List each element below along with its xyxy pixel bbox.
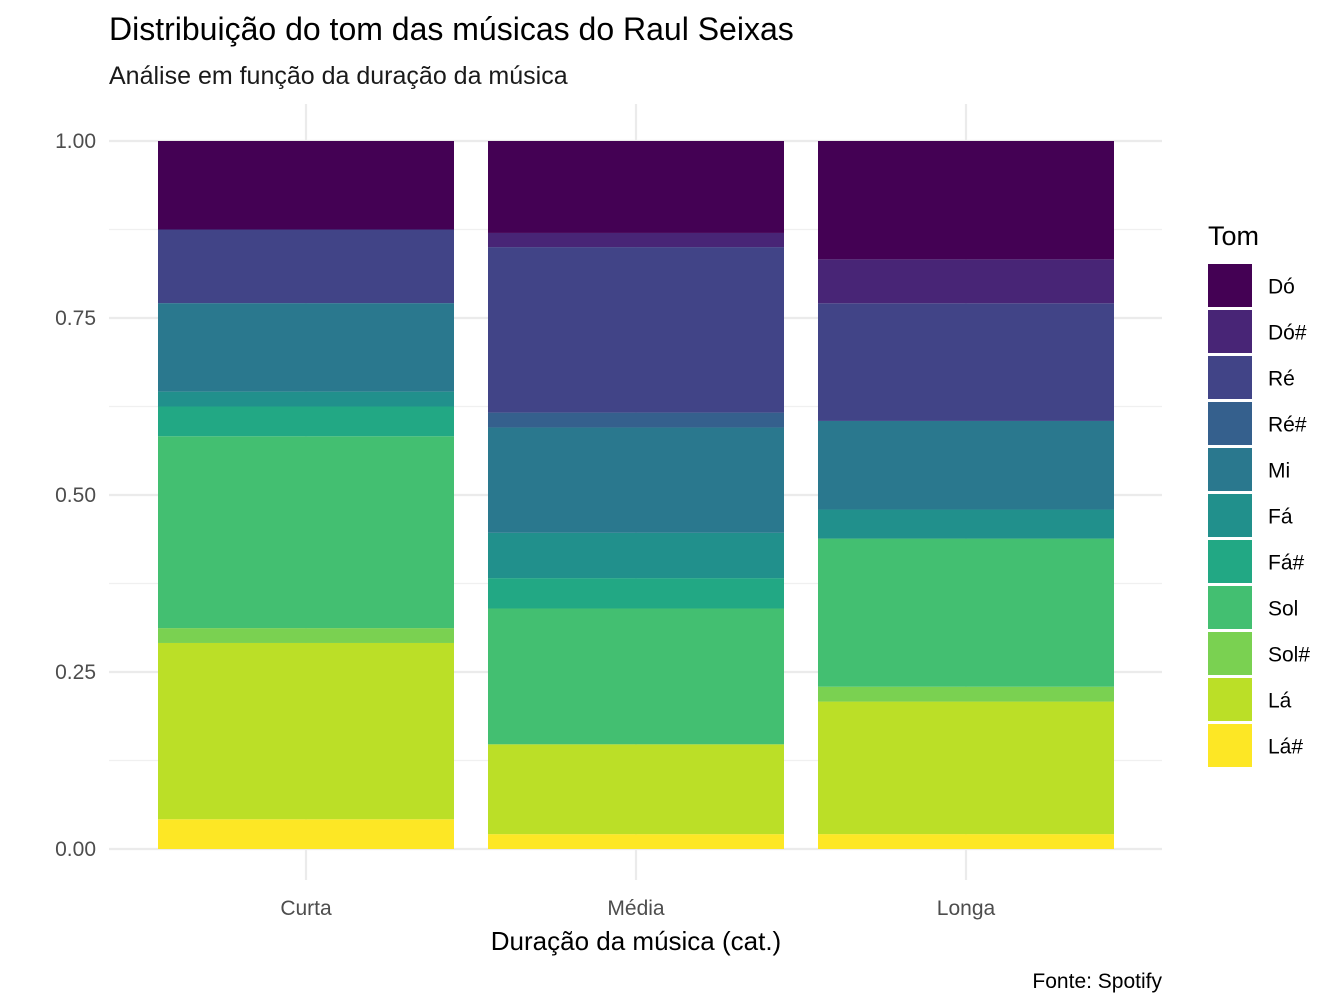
bar-Longa-Lá	[818, 701, 1114, 835]
bar-Média-Dó#	[488, 232, 784, 248]
bar-Média-Fá#	[488, 578, 784, 609]
bar-Longa-Fá	[818, 509, 1114, 539]
bar-Longa-Lá#	[818, 834, 1114, 849]
x-axis-title: Duração da música (cat.)	[491, 926, 781, 956]
y-tick-label: 1.00	[55, 130, 96, 153]
bar-Curta-Lá#	[158, 819, 454, 849]
legend-label: Sol	[1268, 598, 1298, 621]
bar-Média-Lá#	[488, 834, 784, 849]
bar-Longa-Sol	[818, 538, 1114, 687]
x-tick-label: Curta	[280, 897, 332, 920]
legend-swatch	[1208, 264, 1252, 307]
legend-label: Lá#	[1268, 736, 1303, 759]
legend-swatch	[1208, 678, 1252, 721]
y-tick-label: 0.00	[55, 838, 96, 861]
x-tick-label: Média	[607, 897, 665, 920]
y-tick-label: 0.50	[55, 484, 96, 507]
legend-swatch	[1208, 310, 1252, 353]
bar-Média-Ré#	[488, 412, 784, 428]
bar-Curta-Fá	[158, 391, 454, 407]
bar-Longa-Dó	[818, 141, 1114, 260]
bar-Longa-Mi	[818, 420, 1114, 510]
y-axis-ticks: 0.00 0.25 0.50 0.75 1.00	[55, 130, 96, 861]
x-tick-label: Longa	[937, 897, 996, 920]
legend-label: Dó	[1268, 276, 1295, 299]
legend-swatch	[1208, 586, 1252, 629]
legend-label: Sol#	[1268, 644, 1310, 667]
legend-label: Dó#	[1268, 322, 1307, 345]
bar-Média-Sol	[488, 608, 784, 745]
bar-Média-Ré	[488, 247, 784, 413]
legend-swatch	[1208, 724, 1252, 767]
chart-caption: Fonte: Spotify	[1032, 970, 1162, 993]
legend-swatch	[1208, 632, 1252, 675]
legend-label: Mi	[1268, 460, 1290, 483]
bar-Média-Lá	[488, 744, 784, 835]
legend-title: Tom	[1208, 221, 1259, 251]
bar-Curta-Dó	[158, 141, 454, 230]
legend-label: Lá	[1268, 690, 1292, 713]
bar-Curta-Ré	[158, 229, 454, 304]
bar-Média-Fá	[488, 532, 784, 579]
bar-Curta-Sol	[158, 436, 454, 629]
bar-Média-Mi	[488, 427, 784, 533]
bar-Longa-Sol#	[818, 686, 1114, 702]
bar-Curta-Fá#	[158, 406, 454, 437]
y-tick-label: 0.75	[55, 307, 96, 330]
legend-swatch	[1208, 356, 1252, 399]
chart-title: Distribuição do tom das músicas do Raul …	[109, 11, 794, 47]
legend-swatch	[1208, 448, 1252, 491]
bar-Longa-Dó#	[818, 259, 1114, 304]
bar-Média-Dó	[488, 141, 784, 233]
legend-swatch	[1208, 402, 1252, 445]
bar-Curta-Mi	[158, 303, 454, 392]
bar-Longa-Ré	[818, 303, 1114, 421]
legend-label: Ré	[1268, 368, 1295, 391]
y-tick-label: 0.25	[55, 661, 96, 684]
legend: Dó Dó# Ré Ré# Mi Fá Fá# Sol Sol# Lá Lá#	[1208, 264, 1310, 767]
bar-Curta-Sol#	[158, 628, 454, 643]
legend-swatch	[1208, 494, 1252, 537]
bars	[158, 141, 1114, 849]
legend-label: Fá	[1268, 506, 1293, 529]
legend-label: Fá#	[1268, 552, 1305, 575]
chart-subtitle: Análise em função da duração da música	[109, 62, 568, 90]
legend-swatch	[1208, 540, 1252, 583]
x-axis-ticks: Curta Média Longa	[280, 897, 995, 920]
bar-Curta-Lá	[158, 642, 454, 820]
legend-label: Ré#	[1268, 414, 1307, 437]
